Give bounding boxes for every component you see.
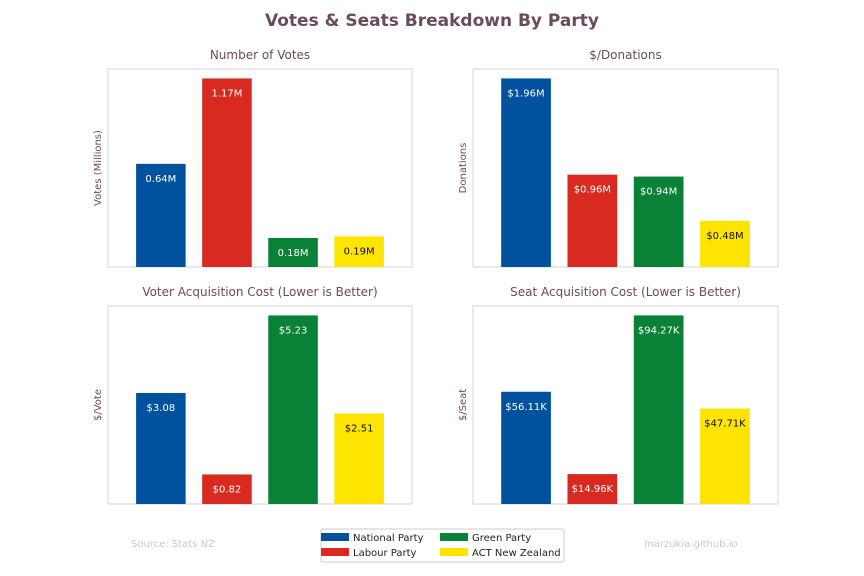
- panel-1: Number of Votes Votes (Millions) 0.64M 1.17…: [93, 48, 413, 268]
- bar-act-new-zealand: [334, 236, 384, 267]
- legend-frame: [320, 528, 565, 563]
- panel-2: $/Donations Donations $1.96M $0.96M $0.94M $0…: [458, 48, 779, 268]
- figure-title: Votes & Seats Breakdown By Party: [265, 11, 599, 31]
- bar-value-label: 1.17M: [212, 88, 243, 99]
- bar-value-label: $94.27K: [638, 325, 680, 336]
- credit-note: marzukia.github.io: [644, 539, 738, 550]
- bar-value-label: $5.23: [279, 325, 308, 336]
- source-note: Source: Stats NZ: [131, 539, 215, 550]
- panel-3: Voter Acquisition Cost (Lower is Better)…: [93, 285, 413, 505]
- y-axis-label: Votes (Millions): [93, 130, 104, 206]
- legend-swatch: [440, 548, 468, 556]
- bar-national-party: [136, 163, 186, 267]
- bar-green-party: [633, 315, 684, 504]
- bar-national-party: [136, 392, 186, 504]
- bar-value-label: $56.11K: [505, 402, 547, 413]
- bar-act-new-zealand: [700, 220, 750, 267]
- bar-value-label: 0.18M: [278, 248, 309, 259]
- bar-value-label: $47.71K: [704, 419, 746, 430]
- panel-title: Number of Votes: [210, 48, 310, 62]
- bar-value-label: 0.19M: [344, 246, 375, 257]
- bar-value-label: $14.96K: [572, 484, 614, 495]
- bar-value-label: $1.96M: [507, 88, 544, 99]
- bar-value-label: $3.08: [147, 403, 176, 414]
- bar-value-label: $2.51: [345, 424, 374, 435]
- bar-labour-party: [567, 174, 618, 267]
- panels: Number of Votes Votes (Millions) 0.64M 1.17…: [93, 48, 779, 505]
- bar-value-label: $0.48M: [706, 231, 743, 242]
- bar-labour-party: [567, 474, 618, 504]
- legend-swatch: [321, 548, 349, 556]
- bar-green-party: [633, 176, 684, 267]
- panel-title: Seat Acquisition Cost (Lower is Better): [510, 285, 741, 299]
- y-axis-label: Donations: [458, 143, 469, 194]
- y-axis-label: $/Seat: [458, 389, 469, 421]
- bar-value-label: $0.82: [213, 484, 242, 495]
- bar-national-party: [501, 391, 551, 504]
- bar-green-party: [268, 237, 318, 267]
- legend-label: National Party: [353, 533, 424, 544]
- legend: National Party Labour Party Green Party ACT…: [320, 528, 565, 563]
- panel-title: Voter Acquisition Cost (Lower is Better): [142, 285, 377, 299]
- legend-label: Labour Party: [353, 548, 417, 559]
- bar-green-party: [268, 315, 318, 504]
- legend-label: ACT New Zealand: [472, 548, 561, 559]
- legend-label: Green Party: [472, 533, 531, 544]
- panel-title: $/Donations: [589, 48, 661, 62]
- y-axis-label: $/Vote: [93, 389, 104, 421]
- legend-swatch: [321, 533, 349, 541]
- bar-value-label: $0.96M: [574, 185, 611, 196]
- bar-value-label: 0.64M: [145, 174, 176, 185]
- bar-act-new-zealand: [700, 408, 750, 504]
- bar-national-party: [501, 78, 551, 267]
- panel-4: Seat Acquisition Cost (Lower is Better) $…: [458, 285, 779, 505]
- legend-swatch: [440, 533, 468, 541]
- bar-act-new-zealand: [334, 413, 384, 504]
- bar-labour-party: [202, 78, 252, 267]
- bar-labour-party: [202, 474, 252, 504]
- bar-value-label: $0.94M: [640, 187, 677, 198]
